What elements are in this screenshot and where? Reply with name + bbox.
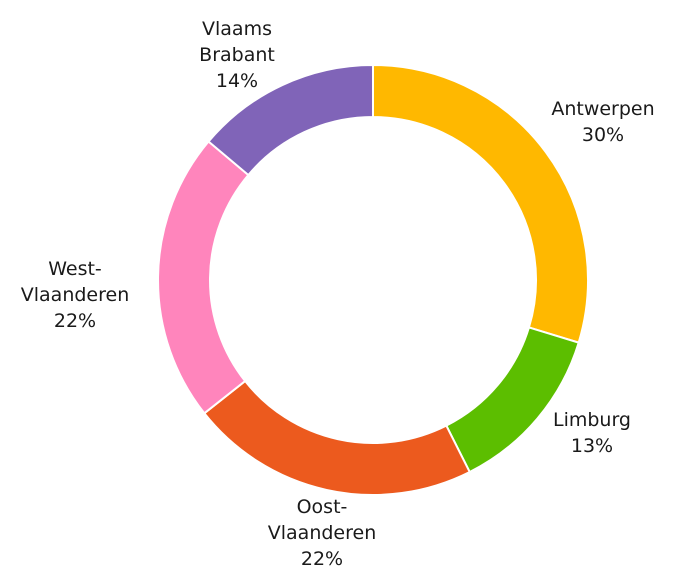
slice-label: Limburg 13% [532, 407, 652, 459]
donut-segment [202, 379, 472, 496]
donut-segment [157, 140, 250, 415]
category-label: Vlaams Brabant [199, 18, 275, 66]
slice-label: Oost-Vlaanderen 22% [257, 494, 387, 572]
category-label: Limburg [552, 409, 631, 431]
slice-label: Vlaams Brabant 14% [187, 16, 287, 94]
slice-label: West-Vlaanderen 22% [15, 256, 135, 334]
value-label: 22% [300, 548, 344, 570]
value-label: 30% [581, 124, 625, 146]
category-label: Antwerpen [551, 98, 655, 120]
slice-label: Antwerpen 30% [533, 96, 673, 148]
category-label: West-Vlaanderen [20, 258, 130, 306]
value-label: 22% [53, 310, 97, 332]
value-label: 14% [215, 70, 259, 92]
donut-segment [207, 63, 374, 177]
value-label: 13% [570, 435, 614, 457]
category-label: Oost-Vlaanderen [267, 496, 377, 544]
